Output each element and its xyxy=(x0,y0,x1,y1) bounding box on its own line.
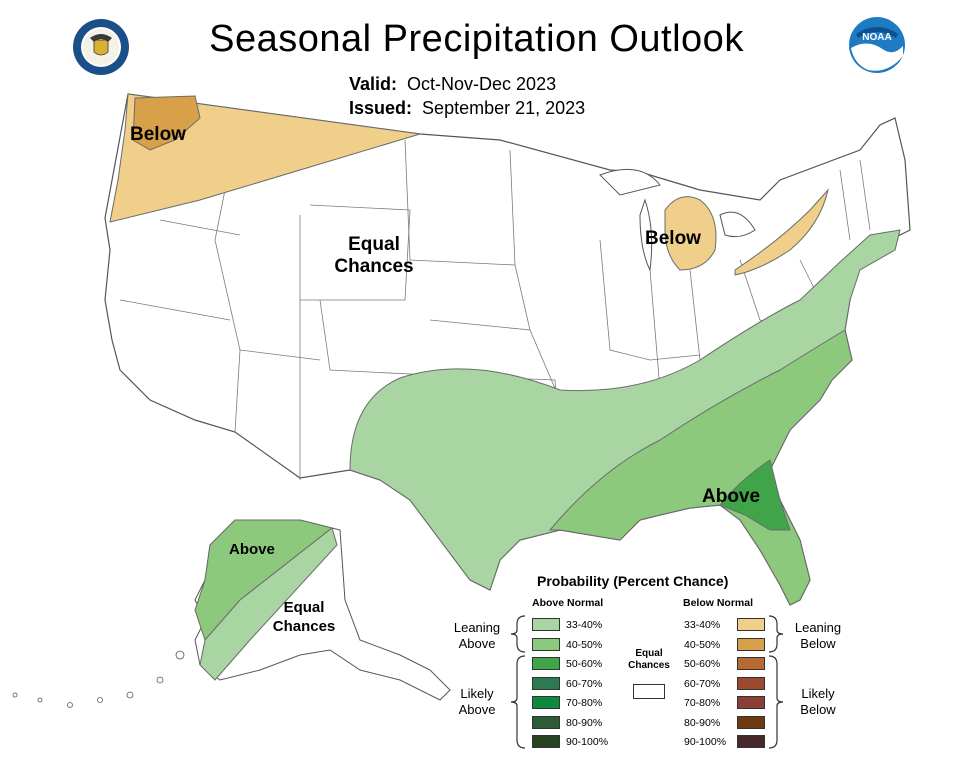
great-lakes xyxy=(599,168,756,272)
above-swatch-7 xyxy=(532,735,560,748)
above-swatch-1 xyxy=(532,618,560,631)
above-range-label-6: 80-90% xyxy=(566,716,603,729)
below-swatch-3 xyxy=(737,657,765,670)
below-swatch-2 xyxy=(737,637,765,651)
valid-value: Oct-Nov-Dec 2023 xyxy=(407,74,557,94)
leaning-above-brace xyxy=(510,615,526,653)
legend-above-header: Above Normal xyxy=(532,597,604,609)
below-range-label-3: 50-60% xyxy=(684,658,721,670)
below-33-40-lake-erie xyxy=(734,188,829,276)
noaa-logo-icon: NOAA xyxy=(849,17,905,73)
above-swatch-3 xyxy=(532,657,560,670)
issued-value: September 21, 2023 xyxy=(422,98,586,118)
alaska-above-33-40 xyxy=(199,527,338,681)
alaska-above-label: Above xyxy=(229,541,275,558)
leaning-above-line2: Above xyxy=(458,636,496,651)
above-range-label-7: 90-100% xyxy=(566,736,609,748)
likely-above-label: Likely Above xyxy=(447,686,507,718)
above-40-50-region xyxy=(548,329,853,606)
below-33-40-michigan xyxy=(664,196,717,271)
likely-above-line1: Likely xyxy=(460,686,494,701)
svg-text:NOAA: NOAA xyxy=(862,32,891,43)
below-swatch-5 xyxy=(737,696,765,709)
above-50-60-region xyxy=(719,459,791,531)
below-swatch-4 xyxy=(737,676,765,690)
likely-below-label: Likely Below xyxy=(788,686,848,718)
aleutian-islands xyxy=(12,650,185,708)
below-40-50-northwest xyxy=(132,95,201,151)
issued-row: Issued: September 21, 2023 xyxy=(349,98,585,119)
alaska-chances-line: Chances xyxy=(272,618,336,635)
below-swatch-1 xyxy=(737,618,765,631)
above-range-label-1: 33-40% xyxy=(566,619,603,631)
issued-label: Issued: xyxy=(349,98,413,118)
likely-below-line1: Likely xyxy=(801,686,835,701)
above-swatch-5 xyxy=(532,696,560,709)
below-range-label-1: 33-40% xyxy=(684,619,721,631)
above-range-label-2: 40-50% xyxy=(566,638,603,651)
above-swatch-6 xyxy=(532,715,560,729)
likely-below-brace xyxy=(768,655,784,749)
valid-row: Valid: Oct-Nov-Dec 2023 xyxy=(349,74,556,95)
doc-seal-icon xyxy=(73,19,129,75)
below-range-label-7: 90-100% xyxy=(684,736,727,748)
below-swatch-6 xyxy=(737,715,765,729)
valid-label: Valid: xyxy=(349,74,398,94)
center-chances-line: Chances xyxy=(334,256,414,277)
likely-below-line2: Below xyxy=(800,702,836,717)
above-swatch-4 xyxy=(532,676,560,690)
leaning-below-label: Leaning Below xyxy=(788,620,848,652)
alaska-equal-line: Equal xyxy=(283,599,325,616)
leaning-below-line2: Below xyxy=(800,636,836,651)
below-range-label-5: 70-80% xyxy=(684,697,721,709)
map-title: Seasonal Precipitation Outlook xyxy=(209,18,744,60)
above-range-label-3: 50-60% xyxy=(566,658,603,670)
legend-below-header: Below Normal xyxy=(683,597,754,609)
below-range-label-2: 40-50% xyxy=(684,638,721,651)
below-range-label-4: 60-70% xyxy=(684,677,721,690)
northwest-below-label: Below xyxy=(130,124,186,145)
legend-equal-chances-swatch xyxy=(633,684,665,699)
alaska-equal-chances-label: Equal Chances xyxy=(266,598,342,636)
above-range-label-5: 70-80% xyxy=(566,697,603,709)
below-swatch-7 xyxy=(737,735,765,748)
above-swatch-2 xyxy=(532,637,560,651)
below-range-label-6: 80-90% xyxy=(684,716,721,729)
likely-above-brace xyxy=(510,655,526,749)
leaning-above-line1: Leaning xyxy=(453,620,501,635)
leaning-above-label: Leaning Above xyxy=(447,620,507,652)
chances-line: Chances xyxy=(628,660,670,671)
equal-line: Equal xyxy=(635,648,663,659)
likely-above-line2: Above xyxy=(458,702,496,717)
leaning-below-brace xyxy=(768,615,784,653)
great-lakes-below-label: Below xyxy=(645,228,701,249)
legend-title: Probability (Percent Chance) xyxy=(537,573,729,589)
legend-braces xyxy=(510,615,784,749)
legend-equal-chances-label: Equal Chances xyxy=(619,648,679,672)
center-equal-line: Equal xyxy=(348,234,400,255)
center-equal-chances-label: Equal Chances xyxy=(328,234,420,278)
above-range-label-4: 60-70% xyxy=(566,677,603,690)
southeast-above-label: Above xyxy=(702,486,761,507)
leaning-below-line1: Leaning xyxy=(794,620,842,635)
